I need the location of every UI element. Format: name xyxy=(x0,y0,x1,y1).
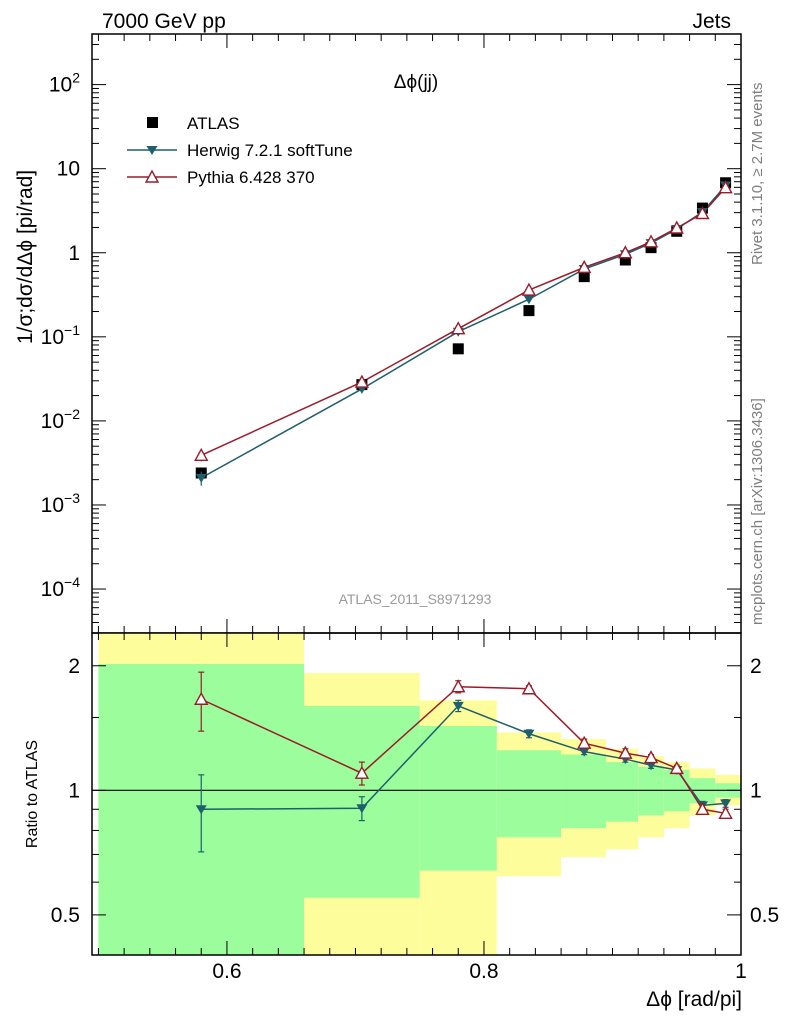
herwig-ratio-point xyxy=(356,804,368,814)
x-axis-title: Δϕ [rad/pi] xyxy=(646,988,742,1011)
main-y-axis-title: 1/σ;dσ/dΔϕ [pi/rad] xyxy=(14,170,37,344)
legend-marker-herwig xyxy=(146,146,158,155)
main-y-ticks: 102 10 1 10−1 10−2 10−3 10−4 xyxy=(41,33,742,634)
ratio-plot-frame xyxy=(91,632,742,956)
legend: ATLAS Herwig 7.2.1 softTune Pythia 6.428… xyxy=(127,114,353,187)
main-y-tick-label: 102 xyxy=(49,70,80,97)
atlas-data-point xyxy=(578,271,590,283)
ratio-band-inner xyxy=(638,766,664,816)
pythia-main-point xyxy=(718,180,733,194)
main-y-tick-label: 10−4 xyxy=(41,574,81,601)
x-tick-label: 1 xyxy=(735,960,747,983)
main-panel: 102 10 1 10−1 10−2 10−3 10−4 xyxy=(41,33,742,634)
pythia-ratio-line xyxy=(200,685,726,815)
pythia-ratio-point xyxy=(521,681,537,695)
ratio-series xyxy=(194,671,733,853)
ratio-band-inner xyxy=(561,754,607,829)
ratio-uncertainty-bands xyxy=(98,633,741,955)
x-tick-label: 0.6 xyxy=(212,960,241,983)
ratio-y-tick-label-left: 1 xyxy=(68,779,80,802)
legend-label-herwig: Herwig 7.2.1 softTune xyxy=(187,141,353,160)
legend-marker-pythia xyxy=(144,169,160,183)
pythia-main-point xyxy=(451,321,466,335)
observable-label: Δϕ(jj) xyxy=(394,72,438,93)
x-tick-label: 0.8 xyxy=(469,960,498,983)
herwig-ratio-point xyxy=(720,799,732,809)
pythia-ratio-point xyxy=(194,691,209,705)
pythia-main-point xyxy=(194,447,209,461)
herwig-ratio-point xyxy=(195,805,207,815)
ratio-band-inner xyxy=(606,762,639,822)
pythia-main-point xyxy=(643,234,659,248)
main-y-tick-label: 10−2 xyxy=(41,406,81,433)
pythia-ratio-point xyxy=(451,679,466,693)
herwig-main-point xyxy=(195,473,207,483)
pythia-ratio-point xyxy=(577,735,592,749)
ratio-y-tick-label-left: 2 xyxy=(68,655,80,678)
analysis-id-label: ATLAS_2011_S8971293 xyxy=(339,591,492,607)
atlas-data-point xyxy=(452,343,464,355)
pythia-ratio-point xyxy=(669,760,684,775)
ratio-y-tick-label-right: 0.5 xyxy=(750,904,779,927)
ratio-band-inner xyxy=(496,750,562,838)
ratio-band-inner xyxy=(419,726,497,871)
legend-label-atlas: ATLAS xyxy=(187,114,240,133)
main-y-tick-label: 10 xyxy=(57,158,80,181)
pythia-main-line xyxy=(200,187,727,456)
pythia-ratio-point xyxy=(618,745,633,759)
atlas-data-point xyxy=(619,254,631,266)
rivet-version-label: Rivet 3.1.10, ≥ 2.7M events xyxy=(749,83,766,266)
ratio-panel: 0.5 0.5 1 1 2 2 0.6 0.8 1 xyxy=(51,632,779,983)
legend-label-pythia: Pythia 6.428 370 xyxy=(187,168,315,187)
atlas-data-point xyxy=(523,305,535,317)
ratio-ticks: 0.5 0.5 1 1 2 2 0.6 0.8 1 xyxy=(51,633,779,983)
ratio-y-tick-label-left: 0.5 xyxy=(51,904,80,927)
ratio-y-axis-title: Ratio to ATLAS xyxy=(24,740,41,848)
pythia-main-point xyxy=(577,259,592,274)
pythia-main-point xyxy=(354,374,370,388)
herwig-main-point xyxy=(523,295,535,305)
pythia-ratio-point xyxy=(354,765,370,779)
header-left-label: 7000 GeV pp xyxy=(102,10,226,33)
pythia-main-point xyxy=(695,206,710,220)
mcplots-label: mcplots.cern.ch [arXiv:1306.3436] xyxy=(749,398,766,625)
pythia-ratio-point xyxy=(643,750,659,764)
legend-marker-atlas xyxy=(147,117,158,128)
main-series xyxy=(194,177,733,486)
pythia-ratio-point xyxy=(695,801,710,815)
pythia-main-point xyxy=(521,282,537,296)
herwig-ratio-point xyxy=(452,701,464,711)
main-y-tick-label: 10−3 xyxy=(41,490,81,517)
header-right-label: Jets xyxy=(692,10,731,33)
pythia-main-point xyxy=(618,245,633,259)
herwig-ratio-point xyxy=(645,761,657,771)
ratio-y-tick-label-right: 1 xyxy=(750,779,762,802)
pythia-ratio-point xyxy=(718,805,733,820)
main-y-tick-label: 10−1 xyxy=(41,322,81,349)
herwig-ratio-point xyxy=(523,729,535,739)
herwig-ratio-point xyxy=(578,747,590,757)
main-y-tick-label: 1 xyxy=(68,242,80,265)
ratio-y-tick-label-right: 2 xyxy=(750,655,762,678)
pythia-main-point xyxy=(669,220,684,234)
